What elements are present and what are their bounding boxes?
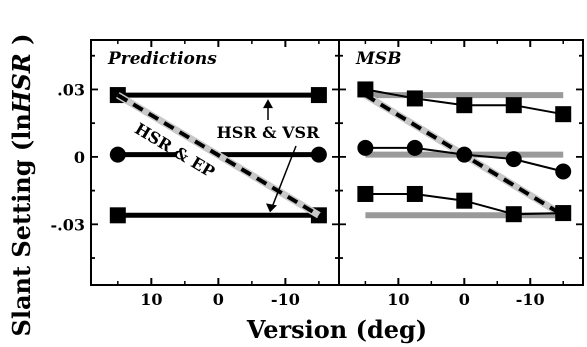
panel-title: Predictions bbox=[107, 49, 217, 69]
data-point-square bbox=[357, 185, 374, 202]
data-point-square bbox=[456, 192, 473, 209]
data-point-circle bbox=[505, 151, 522, 168]
data-point-square bbox=[555, 106, 572, 123]
x-tick-label: 10 bbox=[140, 290, 162, 309]
x-tick-label: -10 bbox=[271, 290, 300, 309]
data-point-circle bbox=[555, 163, 572, 180]
data-point-circle bbox=[109, 146, 126, 163]
data-point-square bbox=[406, 90, 423, 107]
data-point-square bbox=[406, 185, 423, 202]
arrow-head-up bbox=[263, 99, 273, 109]
y-axis-title-after: ) bbox=[7, 34, 36, 54]
y-axis-title-before: Slant Setting (ln bbox=[7, 113, 36, 336]
data-point-square bbox=[109, 207, 126, 224]
annotation-arrow-down bbox=[271, 145, 297, 208]
x-tick-label: 0 bbox=[459, 290, 470, 309]
arrow-head-down bbox=[266, 203, 277, 213]
panel-msb: 10 0 -10 MSB bbox=[338, 39, 584, 309]
series-line-hsr-ep bbox=[116, 93, 320, 218]
panel-frame bbox=[338, 39, 584, 286]
data-point-circle bbox=[310, 146, 327, 163]
x-axis-title: Version (deg) bbox=[246, 315, 427, 344]
y-axis-title: Slant Setting (lnHSR ) bbox=[7, 34, 36, 337]
data-point-square bbox=[505, 97, 522, 114]
x-tick-label: 0 bbox=[213, 290, 224, 309]
data-point-square bbox=[310, 87, 327, 104]
data-point-square bbox=[456, 97, 473, 114]
y-tick-label: -.03 bbox=[51, 215, 85, 234]
y-tick-label: .03 bbox=[57, 80, 85, 99]
data-point-square bbox=[555, 205, 572, 222]
y-axis-title-italic: HSR bbox=[7, 53, 36, 114]
panel-title: MSB bbox=[355, 49, 401, 69]
x-tick-label: 10 bbox=[387, 290, 409, 309]
data-point-circle bbox=[406, 139, 423, 156]
data-point-square bbox=[505, 206, 522, 223]
y-tick-label: 0 bbox=[74, 148, 85, 167]
data-point-square bbox=[357, 81, 374, 98]
data-point-circle bbox=[357, 139, 374, 156]
annotation-hsr-vsr: HSR & VSR bbox=[217, 123, 321, 142]
data-point-circle bbox=[456, 146, 473, 163]
x-tick-label: -10 bbox=[516, 290, 545, 309]
